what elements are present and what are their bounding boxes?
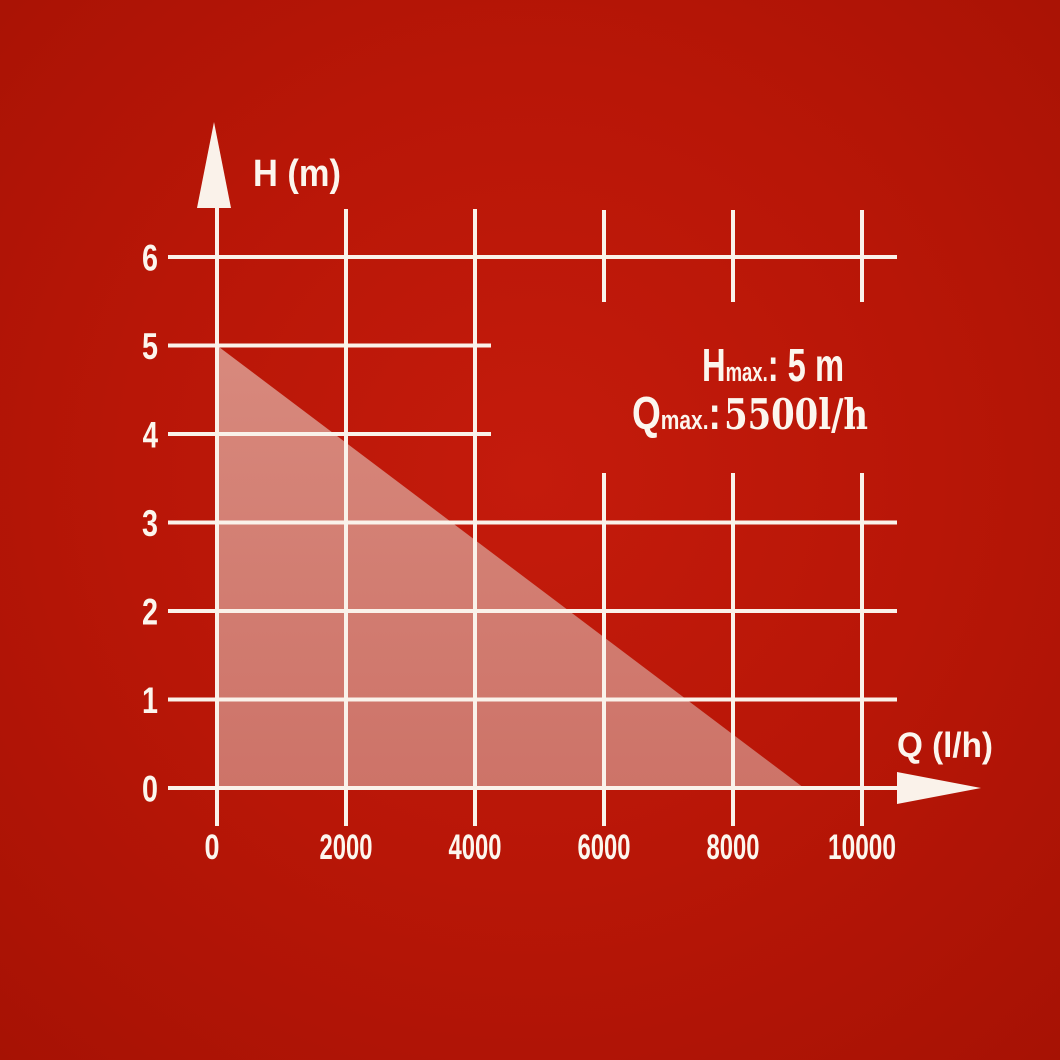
y-tick-label-4: 4: [143, 414, 158, 456]
y-tick-label-6: 6: [142, 238, 158, 279]
q-max-annotation-symbol: Q: [632, 387, 661, 439]
q-max-annotation-value: 5500l/h: [724, 389, 868, 439]
y-axis-arrow-icon: [197, 122, 231, 208]
x-tick-label-2000: 2000: [319, 829, 372, 868]
y-tick-label-3: 3: [142, 504, 158, 545]
h-max-annotation-separator: : 5 m: [768, 341, 844, 392]
x-tick-label-8000: 8000: [706, 829, 759, 868]
q-max-annotation-separator: :: [709, 387, 721, 439]
h-max-annotation-subscript: max.: [726, 358, 768, 387]
q-max-annotation-subscript: max.: [661, 407, 709, 436]
x-tick-label-10000: 10000: [828, 829, 896, 867]
y-tick-label-0: 0: [142, 769, 158, 810]
y-tick-label-2: 2: [142, 592, 158, 633]
y-axis-label: H (m): [253, 151, 341, 194]
x-axis-arrow-icon: [897, 772, 981, 804]
y-tick-label-5: 5: [142, 327, 158, 368]
pump-curve-area: [217, 345, 804, 788]
x-tick-label-0: 0: [205, 828, 220, 867]
y-tick-label-1: 1: [142, 681, 158, 722]
h-max-annotation: Hmax.: 5 m: [702, 341, 844, 392]
x-tick-label-4000: 4000: [448, 829, 501, 868]
x-tick-label-6000: 6000: [577, 829, 630, 868]
h-max-annotation-symbol: H: [702, 341, 726, 392]
x-axis-label: Q (l/h): [897, 726, 993, 765]
q-max-annotation: Qmax.:5500l/h: [632, 387, 868, 439]
